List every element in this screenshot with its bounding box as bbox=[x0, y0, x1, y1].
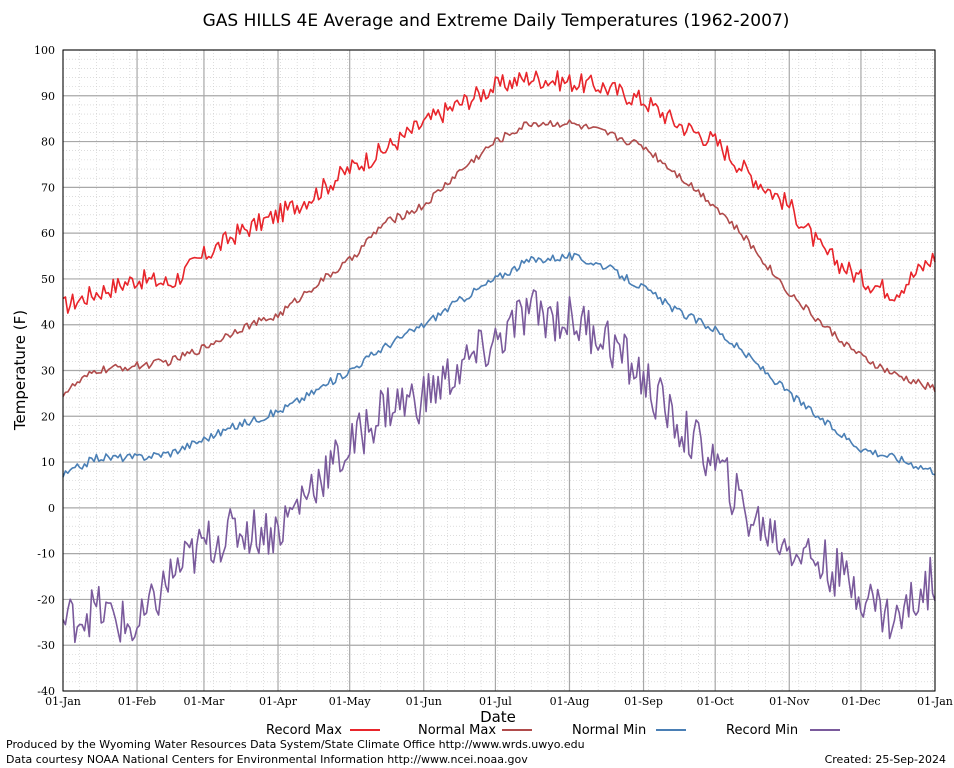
y-tick-label: -30 bbox=[37, 639, 55, 652]
legend-label: Normal Min bbox=[572, 723, 646, 738]
y-axis-ticks: -40 -30 -20 -10 0 10 20 30 40 50 60 70 80 90 100 bbox=[34, 44, 55, 698]
y-tick-label: 10 bbox=[41, 456, 55, 469]
x-tick-label: 01-Apr bbox=[259, 695, 298, 708]
x-axis-label: Date bbox=[480, 708, 516, 726]
x-tick-label: 01-Aug bbox=[550, 695, 590, 708]
x-tick-label: 01-Feb bbox=[118, 695, 156, 708]
y-tick-label: -40 bbox=[37, 685, 55, 698]
y-tick-label: 50 bbox=[41, 273, 55, 286]
legend-label: Record Max bbox=[266, 723, 342, 738]
x-tick-label: 01-Dec bbox=[841, 695, 880, 708]
x-tick-label: 01-Sep bbox=[624, 695, 663, 708]
x-tick-label: 01-Mar bbox=[184, 695, 226, 708]
series-line-record-max bbox=[62, 70, 936, 314]
x-tick-label: 01-Jan bbox=[917, 695, 953, 708]
y-tick-label: -10 bbox=[37, 548, 55, 561]
plot-frame bbox=[62, 49, 936, 692]
series-line-record-min bbox=[62, 289, 936, 644]
x-tick-label: 01-Jan bbox=[45, 695, 81, 708]
series-lines bbox=[62, 70, 936, 644]
x-tick-label: 01-Oct bbox=[697, 695, 735, 708]
legend-label: Record Min bbox=[726, 723, 798, 738]
series-line-normal-min bbox=[62, 251, 936, 478]
y-tick-label: 80 bbox=[41, 136, 55, 149]
footer-data-courtesy: Data courtesy NOAA National Centers for … bbox=[6, 753, 528, 766]
x-axis-ticks: 01-Jan 01-Feb 01-Mar 01-Apr 01-May 01-Jun 01-J… bbox=[45, 695, 953, 708]
footer-created: Created: 25-Sep-2024 bbox=[824, 753, 946, 766]
y-tick-label: 60 bbox=[41, 227, 55, 240]
y-tick-label: 70 bbox=[41, 181, 55, 194]
x-tick-label: 01-Jun bbox=[406, 695, 442, 708]
legend: Record Max Normal Max Normal Min Record Min bbox=[266, 723, 840, 738]
x-tick-label: 01-May bbox=[329, 695, 372, 708]
y-tick-label: 90 bbox=[41, 90, 55, 103]
footer-produced-by: Produced by the Wyoming Water Resources … bbox=[6, 738, 585, 751]
x-tick-label: 01-Nov bbox=[769, 695, 810, 708]
series-line-normal-max bbox=[62, 119, 936, 397]
y-tick-label: 100 bbox=[34, 44, 55, 57]
y-axis-label: Temperature (F) bbox=[11, 310, 29, 431]
y-tick-label: 20 bbox=[41, 410, 55, 423]
chart-title: GAS HILLS 4E Average and Extreme Daily T… bbox=[203, 11, 790, 31]
y-tick-label: 30 bbox=[41, 365, 55, 378]
y-tick-label: -20 bbox=[37, 593, 55, 606]
y-tick-label: 40 bbox=[41, 319, 55, 332]
x-tick-label: 01-Jul bbox=[479, 695, 512, 708]
legend-label: Normal Max bbox=[418, 723, 496, 738]
y-tick-label: 0 bbox=[48, 502, 55, 515]
